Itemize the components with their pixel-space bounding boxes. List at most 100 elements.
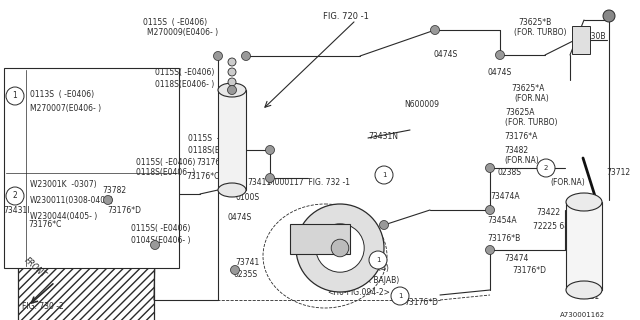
- Circle shape: [6, 87, 24, 105]
- Text: 1: 1: [381, 172, 387, 178]
- Text: W230044(0405- ): W230044(0405- ): [30, 212, 97, 221]
- Bar: [566, 202, 602, 290]
- Text: M270009(E0406- ): M270009(E0406- ): [147, 28, 218, 37]
- Text: 73176*A: 73176*A: [504, 132, 538, 141]
- Text: 73176*C: 73176*C: [196, 158, 229, 167]
- Text: 73431N: 73431N: [368, 132, 398, 141]
- Circle shape: [296, 204, 384, 292]
- Circle shape: [380, 220, 388, 229]
- Text: 73741: 73741: [235, 258, 259, 267]
- Text: 0474S: 0474S: [488, 68, 512, 77]
- Text: FIG. 720 -1: FIG. 720 -1: [323, 12, 369, 21]
- Circle shape: [230, 266, 239, 275]
- Ellipse shape: [566, 281, 602, 299]
- Circle shape: [391, 287, 409, 305]
- Text: 73176*D: 73176*D: [404, 298, 438, 307]
- Bar: [4, 68, 179, 268]
- Text: A730001162: A730001162: [560, 312, 605, 318]
- Text: 73323(FOR H4): 73323(FOR H4): [330, 264, 389, 273]
- Text: 0104S(E0406- ): 0104S(E0406- ): [131, 236, 191, 245]
- Text: N600009: N600009: [404, 100, 439, 109]
- Circle shape: [228, 58, 236, 66]
- Text: 2: 2: [13, 191, 17, 201]
- Circle shape: [486, 245, 495, 254]
- Text: 1: 1: [376, 257, 380, 263]
- Text: 73422: 73422: [536, 208, 560, 217]
- Circle shape: [486, 205, 495, 214]
- Circle shape: [495, 51, 504, 60]
- Circle shape: [214, 52, 223, 60]
- Text: 72225 68053: 72225 68053: [533, 222, 584, 231]
- Circle shape: [369, 251, 387, 269]
- Text: 0235S: 0235S: [233, 270, 257, 279]
- Text: 0115S  -E0406): 0115S -E0406): [188, 134, 247, 143]
- Text: 0474S: 0474S: [433, 50, 457, 59]
- Text: 2: 2: [544, 165, 548, 171]
- Text: FIG.732(FOR BAJAB): FIG.732(FOR BAJAB): [323, 276, 399, 285]
- Circle shape: [375, 166, 393, 184]
- Text: 73474A: 73474A: [490, 192, 520, 201]
- Ellipse shape: [566, 193, 602, 211]
- Text: 0118S(E0406- ): 0118S(E0406- ): [136, 168, 195, 177]
- Text: M270007(E0406- ): M270007(E0406- ): [30, 104, 101, 113]
- Bar: [218, 90, 246, 190]
- Bar: [18, 194, 154, 320]
- Text: 73421: 73421: [575, 292, 599, 301]
- Text: 0238S: 0238S: [498, 168, 522, 177]
- Text: (FOR.NA): (FOR.NA): [514, 94, 548, 103]
- Text: 73730B: 73730B: [576, 32, 605, 41]
- Text: 73176*B: 73176*B: [487, 234, 520, 243]
- Text: W230011(0308-0405): W230011(0308-0405): [30, 196, 114, 205]
- Text: <H6-FIG.094-2>: <H6-FIG.094-2>: [327, 288, 390, 297]
- Ellipse shape: [218, 83, 246, 97]
- Text: 73482: 73482: [504, 146, 528, 155]
- Text: 73176*D: 73176*D: [512, 266, 546, 275]
- Text: 1: 1: [397, 293, 403, 299]
- Text: FIG. 730 -2: FIG. 730 -2: [22, 302, 64, 311]
- Text: 73176*C: 73176*C: [28, 220, 61, 229]
- Circle shape: [6, 187, 24, 205]
- Text: 73474: 73474: [504, 254, 529, 263]
- Circle shape: [150, 241, 159, 250]
- Circle shape: [431, 26, 440, 35]
- Circle shape: [486, 164, 495, 172]
- Text: (FOR. TURBO): (FOR. TURBO): [514, 28, 566, 37]
- Text: 73176*C: 73176*C: [186, 172, 220, 181]
- Text: 73712: 73712: [606, 168, 630, 177]
- Text: W23001K  -0307): W23001K -0307): [30, 180, 97, 189]
- Bar: [572, 26, 590, 54]
- Ellipse shape: [218, 183, 246, 197]
- Text: (FOR. TURBO): (FOR. TURBO): [505, 118, 557, 127]
- Text: 73782: 73782: [102, 186, 126, 195]
- Circle shape: [537, 159, 555, 177]
- Text: 0118S(E0406- ): 0118S(E0406- ): [188, 146, 247, 155]
- Circle shape: [228, 78, 236, 86]
- Text: 73411: 73411: [247, 178, 271, 187]
- Text: 0115S( -E0406): 0115S( -E0406): [131, 224, 190, 233]
- Circle shape: [316, 224, 364, 272]
- Text: 0115S( -E0406): 0115S( -E0406): [136, 158, 195, 167]
- Circle shape: [104, 196, 113, 204]
- Text: 1: 1: [13, 92, 17, 100]
- Text: 73625A: 73625A: [505, 108, 534, 117]
- Circle shape: [332, 239, 349, 257]
- Text: 0115S  ( -E0406): 0115S ( -E0406): [143, 18, 207, 27]
- Text: 73625*B: 73625*B: [518, 18, 551, 27]
- Circle shape: [266, 146, 275, 155]
- Text: 0100S: 0100S: [236, 193, 260, 202]
- Circle shape: [603, 10, 615, 22]
- Circle shape: [227, 85, 237, 94]
- Bar: [290, 224, 350, 254]
- Text: 0115S( -E0406): 0115S( -E0406): [155, 68, 214, 77]
- Text: FRONT: FRONT: [22, 256, 48, 280]
- Circle shape: [228, 68, 236, 76]
- Text: M000117  FIG. 732 -1: M000117 FIG. 732 -1: [268, 178, 350, 187]
- Circle shape: [241, 52, 250, 60]
- Text: 73625*A: 73625*A: [511, 84, 545, 93]
- Text: 73454A: 73454A: [487, 216, 516, 225]
- Text: (FOR.NA): (FOR.NA): [504, 156, 539, 165]
- Text: 0474S: 0474S: [228, 213, 252, 222]
- Text: 73176*D: 73176*D: [107, 206, 141, 215]
- Text: 0118S(E0406- ): 0118S(E0406- ): [155, 80, 214, 89]
- Text: 0113S  ( -E0406): 0113S ( -E0406): [30, 90, 94, 99]
